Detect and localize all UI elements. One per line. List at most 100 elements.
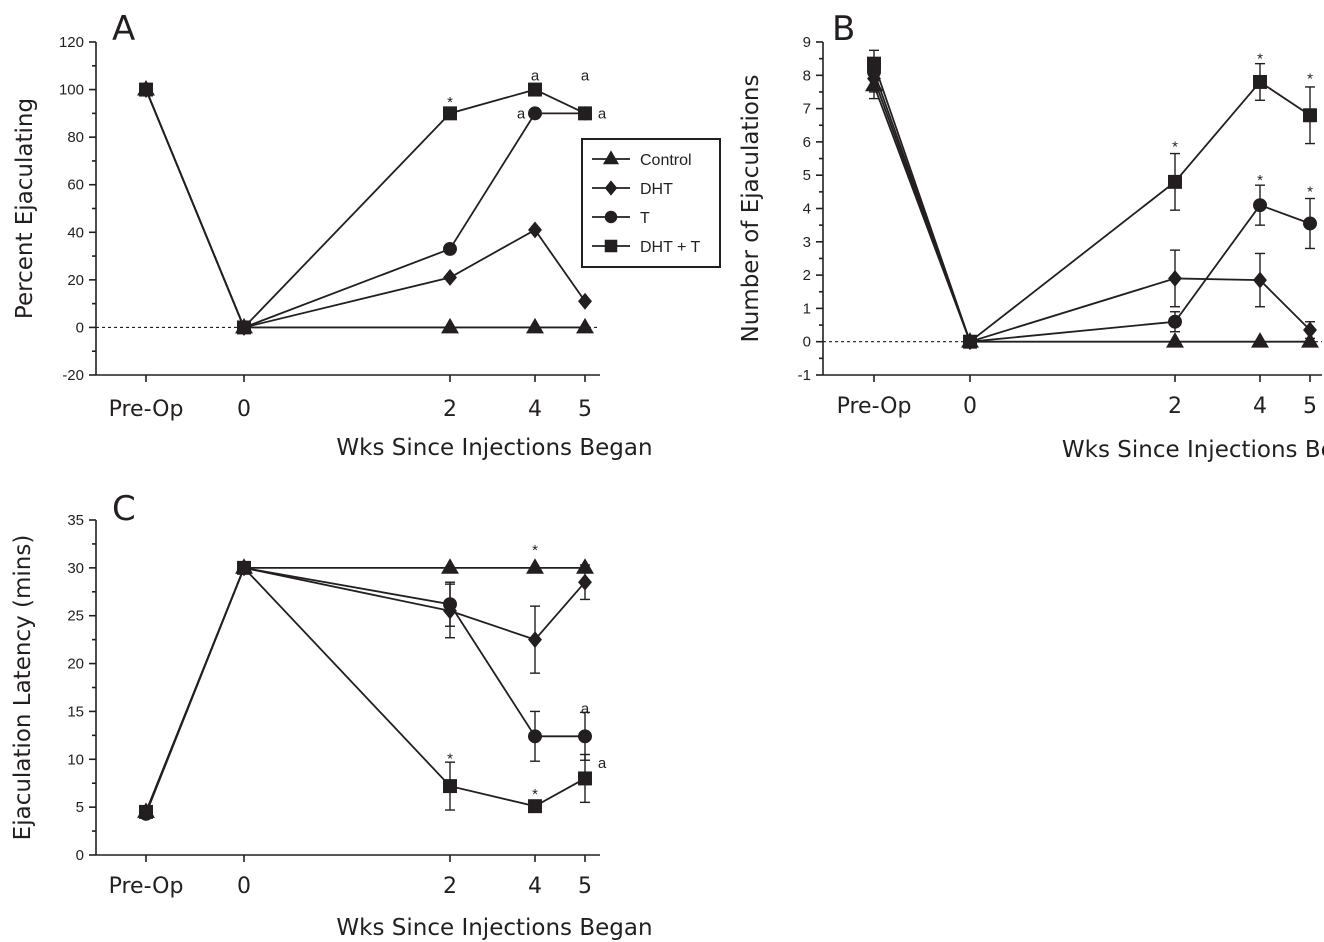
series-line-control	[145, 89, 585, 329]
data-point-dht-t	[443, 779, 457, 794]
y-tick-label: 30	[67, 560, 84, 577]
data-point-dht	[1253, 271, 1267, 289]
y-tick-label: 60	[67, 177, 84, 194]
data-point-dht	[443, 269, 457, 286]
y-tick-label: 0	[76, 319, 84, 336]
y-tick-label: 0	[803, 334, 811, 351]
data-point-control	[441, 558, 459, 574]
data-point-dht	[528, 631, 542, 649]
data-point-dht-t	[139, 804, 153, 819]
data-point-dht-t	[1253, 74, 1267, 89]
x-tick-label: 4	[528, 397, 542, 422]
data-point-dht-t	[578, 106, 592, 121]
data-point-dht	[578, 573, 592, 591]
x-axis-title: Wks Since Injections Began	[336, 915, 652, 941]
series-line-control	[145, 566, 585, 813]
significance-asterisk: *	[1257, 50, 1263, 67]
y-tick-label: 10	[67, 751, 84, 768]
x-axis-title: Wks Since Injections Began	[1062, 437, 1324, 463]
significance-letter: a	[531, 67, 540, 84]
y-tick-label: 40	[67, 224, 84, 241]
data-point-t	[1253, 198, 1267, 213]
series-line-t	[873, 71, 1311, 343]
data-point-dht-t	[237, 560, 251, 575]
y-tick-label: 0	[76, 847, 84, 864]
data-point-dht-t	[867, 56, 881, 71]
y-axis-title: Number of Ejaculations	[738, 75, 764, 343]
x-tick-label: Pre-Op	[109, 397, 184, 422]
data-point-dht-t	[528, 799, 542, 814]
significance-asterisk: *	[1307, 184, 1313, 201]
legend-label-dht-t: DHT + T	[640, 239, 701, 256]
panel-letter-b: B	[832, 9, 855, 49]
significance-letter: a	[517, 105, 526, 122]
data-point-t	[528, 729, 542, 744]
x-tick-label: 2	[1168, 394, 1182, 419]
x-tick-label: 5	[578, 874, 592, 899]
legend-marker-control	[602, 150, 620, 165]
significance-letter: a	[581, 67, 590, 84]
y-tick-label: 5	[76, 799, 84, 816]
legend-marker-t	[604, 210, 618, 224]
data-point-dht	[1303, 321, 1317, 339]
data-point-dht-t	[1303, 108, 1317, 123]
series-t	[139, 560, 592, 821]
data-point-control	[1166, 332, 1184, 348]
y-axis-title: Ejaculation Latency (mins)	[10, 535, 36, 841]
significance-asterisk: *	[532, 786, 538, 803]
significance-letter: a	[598, 755, 607, 772]
series-line-dht	[873, 78, 1311, 343]
y-tick-label: 6	[803, 134, 811, 151]
series-dht-t	[867, 49, 1317, 349]
legend-marker-dht-t	[604, 239, 618, 253]
series-line-dht	[145, 566, 586, 813]
legend-label-control: Control	[640, 152, 692, 169]
data-point-dht-t	[443, 106, 457, 121]
data-point-control	[1251, 332, 1269, 348]
significance-asterisk: *	[447, 750, 453, 767]
data-point-t	[443, 241, 457, 256]
series-line-dht	[145, 89, 586, 329]
data-point-control	[1301, 332, 1319, 348]
y-tick-label: -20	[62, 367, 84, 384]
data-point-t	[1303, 216, 1317, 231]
x-tick-label: 0	[237, 874, 251, 899]
x-axis-title: Wks Since Injections Began	[336, 435, 652, 461]
data-point-t	[443, 597, 457, 612]
x-tick-label: 5	[1303, 394, 1317, 419]
legend: Control DHT T DHT + T	[581, 138, 721, 268]
x-tick-label: 2	[443, 874, 457, 899]
panel-letter-c: C	[112, 489, 136, 529]
x-tick-label: 5	[578, 397, 592, 422]
y-tick-label: 100	[59, 82, 84, 99]
series-control	[865, 71, 1319, 348]
data-point-t	[528, 106, 542, 121]
data-point-dht-t	[528, 82, 542, 97]
x-tick-label: Pre-Op	[109, 874, 184, 899]
significance-letter: a	[598, 105, 607, 122]
y-tick-label: 7	[803, 101, 811, 118]
y-tick-label: 2	[803, 267, 811, 284]
series-dht-t	[139, 560, 592, 819]
series-dht-t	[139, 82, 592, 335]
y-tick-label: 15	[67, 703, 84, 720]
data-point-t	[578, 729, 592, 744]
significance-letter: a	[581, 701, 590, 718]
data-point-dht	[1168, 269, 1182, 287]
chart-panel-b: B -1 0 1 2 3 4 5 6 7 8 9 Pre-Op 0 2 4 5 Wks Since Injecti…	[738, 9, 1324, 463]
series-line-t	[145, 566, 585, 815]
y-tick-label: 20	[67, 272, 84, 289]
data-point-control	[441, 317, 459, 334]
y-axis-title: Percent Ejaculating	[12, 98, 38, 319]
data-point-dht	[528, 221, 542, 239]
data-point-dht-t	[578, 771, 592, 786]
data-point-dht-t	[1168, 174, 1182, 189]
y-tick-label: 25	[67, 608, 84, 625]
series-control	[137, 558, 594, 818]
x-tick-label: 0	[237, 397, 251, 422]
data-point-t	[1168, 314, 1182, 329]
data-point-dht-t	[237, 320, 251, 335]
significance-asterisk: *	[1172, 139, 1178, 156]
series-line-dht-t	[145, 88, 586, 330]
